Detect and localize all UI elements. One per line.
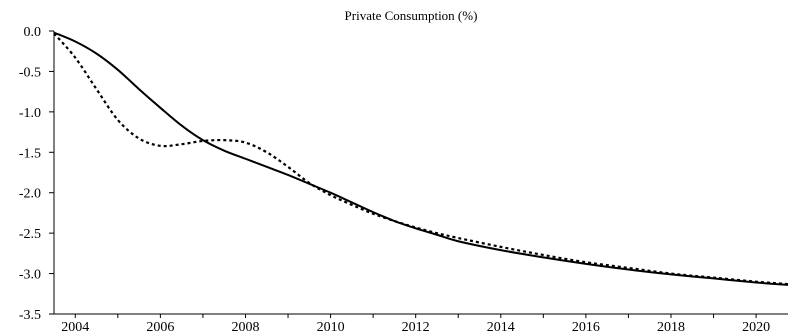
x-tick-label: 2008 [231, 320, 259, 335]
x-tick-label: 2020 [742, 320, 770, 335]
x-axis-ticks: 2004 2006 2008 2010 2012 2014 2016 2018 2020 [61, 314, 770, 335]
chart-title: Private Consumption (%) [345, 8, 478, 23]
y-tick-label: -2.0 [19, 187, 41, 202]
series-line-dotted [53, 32, 789, 286]
y-tick-label: -3.5 [19, 308, 41, 323]
x-tick-label: 2004 [61, 320, 89, 335]
y-tick-label: -3.0 [19, 268, 41, 283]
x-tick-label: 2012 [402, 320, 430, 335]
y-tick-label: -1.5 [19, 146, 41, 161]
x-tick-label: 2014 [487, 320, 515, 335]
series-group [53, 31, 789, 286]
y-tick-label: 0.0 [24, 25, 42, 40]
y-tick-label: -0.5 [19, 65, 41, 80]
x-tick-label: 2018 [657, 320, 685, 335]
y-tick-label: -1.0 [19, 106, 41, 121]
series-line-solid [53, 31, 789, 286]
x-tick-label: 2010 [317, 320, 345, 335]
y-tick-label: -2.5 [19, 227, 41, 242]
x-tick-label: 2016 [572, 320, 600, 335]
x-tick-label: 2006 [146, 320, 174, 335]
y-axis-ticks: 0.0 -0.5 -1.0 -1.5 -2.0 -2.5 -3.0 -3.5 [19, 25, 54, 323]
